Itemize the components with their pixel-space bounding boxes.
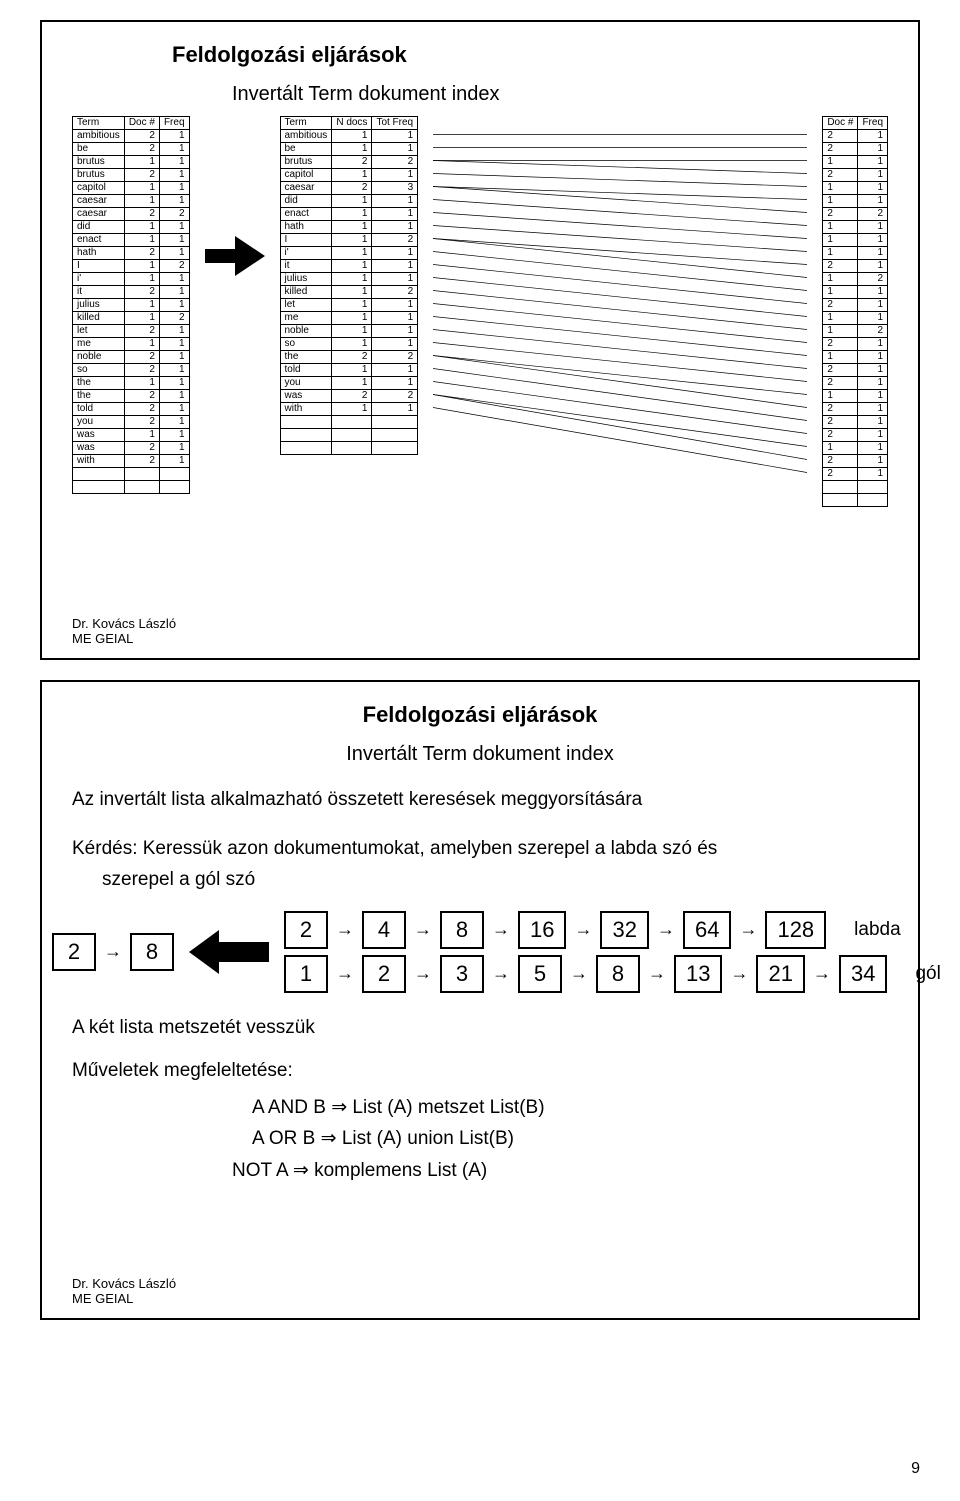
list-item: 2 <box>52 933 96 971</box>
list-item: 2 <box>284 911 328 949</box>
author-org-2: ME GEIAL <box>72 1291 176 1306</box>
arrow-right-small-icon: → <box>414 919 432 940</box>
arrow-right-small-icon: → <box>492 919 510 940</box>
op-not: NOT A ⇒ komplemens List (A) <box>232 1157 888 1186</box>
slide2-line3: A két lista metszetét vesszük <box>72 1014 888 1043</box>
slide1-subtitle: Invertált Term dokument index <box>232 83 888 106</box>
author-block-2: Dr. Kovács László ME GEIAL <box>72 1276 176 1306</box>
list-item: 5 <box>518 955 562 993</box>
result-row: 2 → 8 <box>52 933 174 971</box>
labda-row: 2 → 4 → 8 → 16 → 32 → 64 → 128 labda <box>284 911 941 949</box>
slide2-line2b: szerepel a gól szó <box>102 866 888 895</box>
author-org: ME GEIAL <box>72 631 176 646</box>
list-item: 13 <box>674 955 722 993</box>
arrow-right-small-icon: → <box>648 963 666 984</box>
arrow-right-small-icon: → <box>730 963 748 984</box>
arrow-right-small-icon: → <box>739 919 757 940</box>
list-item: 8 <box>130 933 174 971</box>
list-item: 16 <box>518 911 566 949</box>
list-item: 32 <box>600 911 648 949</box>
arrow-right-small-icon: → <box>336 963 354 984</box>
slide2-line4: Műveletek megfeleltetése: <box>72 1057 888 1086</box>
author-name-2: Dr. Kovács László <box>72 1276 176 1291</box>
arrow-right-small-icon: → <box>492 963 510 984</box>
list-item: 1 <box>284 955 328 993</box>
row-label: labda <box>854 919 901 941</box>
author-block: Dr. Kovács László ME GEIAL <box>72 616 176 646</box>
list-item: 3 <box>440 955 484 993</box>
arrow-right-small-icon: → <box>414 963 432 984</box>
slide-1: Feldolgozási eljárások Invertált Term do… <box>40 20 920 660</box>
slide2-line1: Az invertált lista alkalmazható összetet… <box>72 786 888 815</box>
arrow-right-small-icon: → <box>570 963 588 984</box>
list-item: 34 <box>839 955 887 993</box>
list-item: 64 <box>683 911 731 949</box>
list-item: 21 <box>756 955 804 993</box>
list-item: 2 <box>362 955 406 993</box>
row-label: gól <box>915 963 940 985</box>
op-or: A OR B ⇒ List (A) union List(B) <box>252 1125 888 1154</box>
table1: TermDoc #Freqambitious21be21brutus11brut… <box>72 116 190 494</box>
slide2-line2a: Kérdés: Keressük azon dokumentumokat, am… <box>72 835 888 864</box>
arrow-right-small-icon: → <box>657 919 675 940</box>
arrow-right-small-icon: → <box>104 941 122 962</box>
op-and: A AND B ⇒ List (A) metszet List(B) <box>252 1094 888 1123</box>
gol-row: 1 → 2 → 3 → 5 → 8 → 13 → 21 → 34 gól <box>284 955 941 993</box>
arrow-right-icon <box>205 236 265 276</box>
arrow-right-small-icon: → <box>574 919 592 940</box>
arrow-left-icon <box>189 930 269 974</box>
arrow-right-small-icon: → <box>336 919 354 940</box>
list-item: 8 <box>596 955 640 993</box>
arrow-right-small-icon: → <box>813 963 831 984</box>
page-number: 9 <box>0 1460 960 1491</box>
list-item: 4 <box>362 911 406 949</box>
slide2-title: Feldolgozási eljárások <box>72 702 888 728</box>
slide2-subtitle: Invertált Term dokument index <box>72 743 888 766</box>
slide-2: Feldolgozási eljárások Invertált Term do… <box>40 680 920 1320</box>
table3: Doc #Freq2121112111112211111121121121111… <box>822 116 888 507</box>
slide1-title: Feldolgozási eljárások <box>172 42 888 68</box>
table2: TermN docsTot Freqambitious11be11brutus2… <box>280 116 419 455</box>
list-item: 8 <box>440 911 484 949</box>
list-item: 128 <box>765 911 826 949</box>
author-name: Dr. Kovács László <box>72 616 176 631</box>
